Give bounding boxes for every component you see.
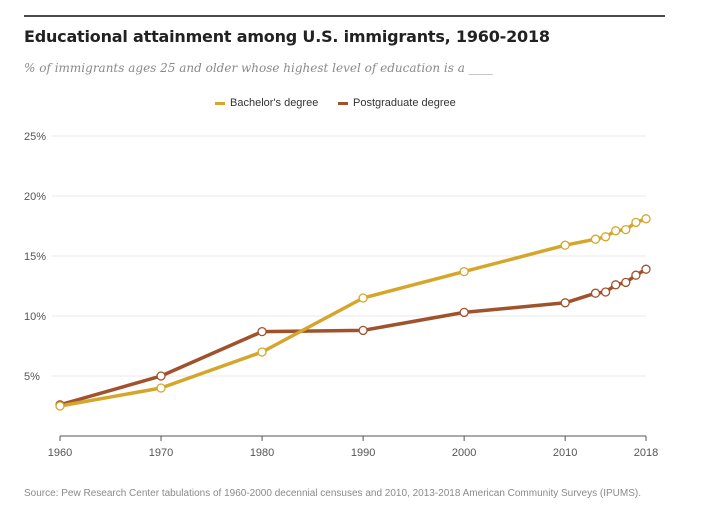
- chart-title: Educational attainment among U.S. immigr…: [24, 27, 550, 46]
- data-point-postgraduate: [600, 287, 611, 297]
- legend-swatch-bachelors: [215, 101, 225, 105]
- x-tick-label: 1960: [48, 447, 72, 459]
- data-point-bachelors: [631, 217, 641, 228]
- data-point-bachelors: [621, 224, 631, 235]
- data-point-bachelors: [600, 232, 611, 242]
- data-point-postgraduate: [621, 277, 631, 288]
- data-point-postgraduate: [459, 307, 469, 318]
- source-note: Source: Pew Research Center tabulations …: [24, 488, 642, 499]
- data-point-bachelors: [590, 234, 601, 244]
- data-point-postgraduate: [257, 326, 267, 337]
- x-tick-label: 1970: [149, 447, 173, 459]
- data-point-postgraduate: [631, 270, 641, 280]
- legend-swatch-postgraduate: [338, 101, 348, 105]
- data-point-postgraduate: [358, 325, 368, 336]
- data-point-bachelors: [156, 383, 166, 393]
- y-tick-label: 5%: [24, 371, 40, 383]
- data-point-bachelors: [257, 347, 267, 357]
- legend-label-postgraduate: Postgraduate degree: [353, 97, 456, 109]
- data-point-postgraduate: [156, 371, 166, 381]
- chart-subtitle: % of immigrants ages 25 and older whose …: [24, 61, 493, 75]
- data-point-bachelors: [358, 293, 368, 303]
- y-tick-label: 15%: [24, 251, 46, 263]
- data-point-bachelors: [55, 401, 65, 411]
- data-point-bachelors: [611, 226, 621, 236]
- data-point-postgraduate: [611, 280, 621, 290]
- top-rule: [24, 15, 665, 17]
- data-point-bachelors: [641, 214, 651, 224]
- data-point-postgraduate: [590, 288, 601, 298]
- y-tick-label: 25%: [24, 131, 46, 143]
- data-point-bachelors: [560, 240, 570, 250]
- data-point-postgraduate: [560, 298, 570, 308]
- data-point-bachelors: [459, 266, 469, 277]
- legend-label-bachelors: Bachelor's degree: [230, 97, 319, 109]
- x-tick-label: 2018: [634, 447, 658, 459]
- x-tick-label: 2010: [553, 447, 577, 459]
- y-tick-label: 10%: [24, 311, 46, 323]
- x-tick-label: 2000: [452, 447, 476, 459]
- y-tick-label: 20%: [24, 191, 46, 203]
- series-line-postgraduate: [58, 267, 648, 407]
- x-tick-label: 1980: [250, 447, 274, 459]
- data-point-postgraduate: [641, 264, 651, 274]
- legend-item-bachelors: Bachelor's degree: [215, 97, 318, 109]
- legend: Bachelor's degree Postgraduate degree: [0, 97, 702, 113]
- x-tick-label: 1990: [351, 447, 375, 459]
- legend-item-postgraduate: Postgraduate degree: [338, 97, 456, 109]
